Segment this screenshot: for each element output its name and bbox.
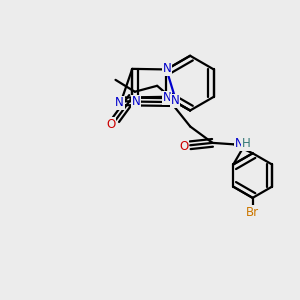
Text: H: H: [242, 137, 251, 150]
Text: O: O: [106, 118, 115, 130]
Text: N: N: [171, 94, 179, 107]
Text: N: N: [132, 95, 140, 108]
Text: N: N: [163, 62, 172, 75]
Text: O: O: [179, 140, 188, 153]
Text: Br: Br: [246, 206, 259, 219]
Text: N: N: [163, 91, 172, 104]
Text: N: N: [235, 137, 244, 150]
Text: N: N: [115, 96, 124, 109]
